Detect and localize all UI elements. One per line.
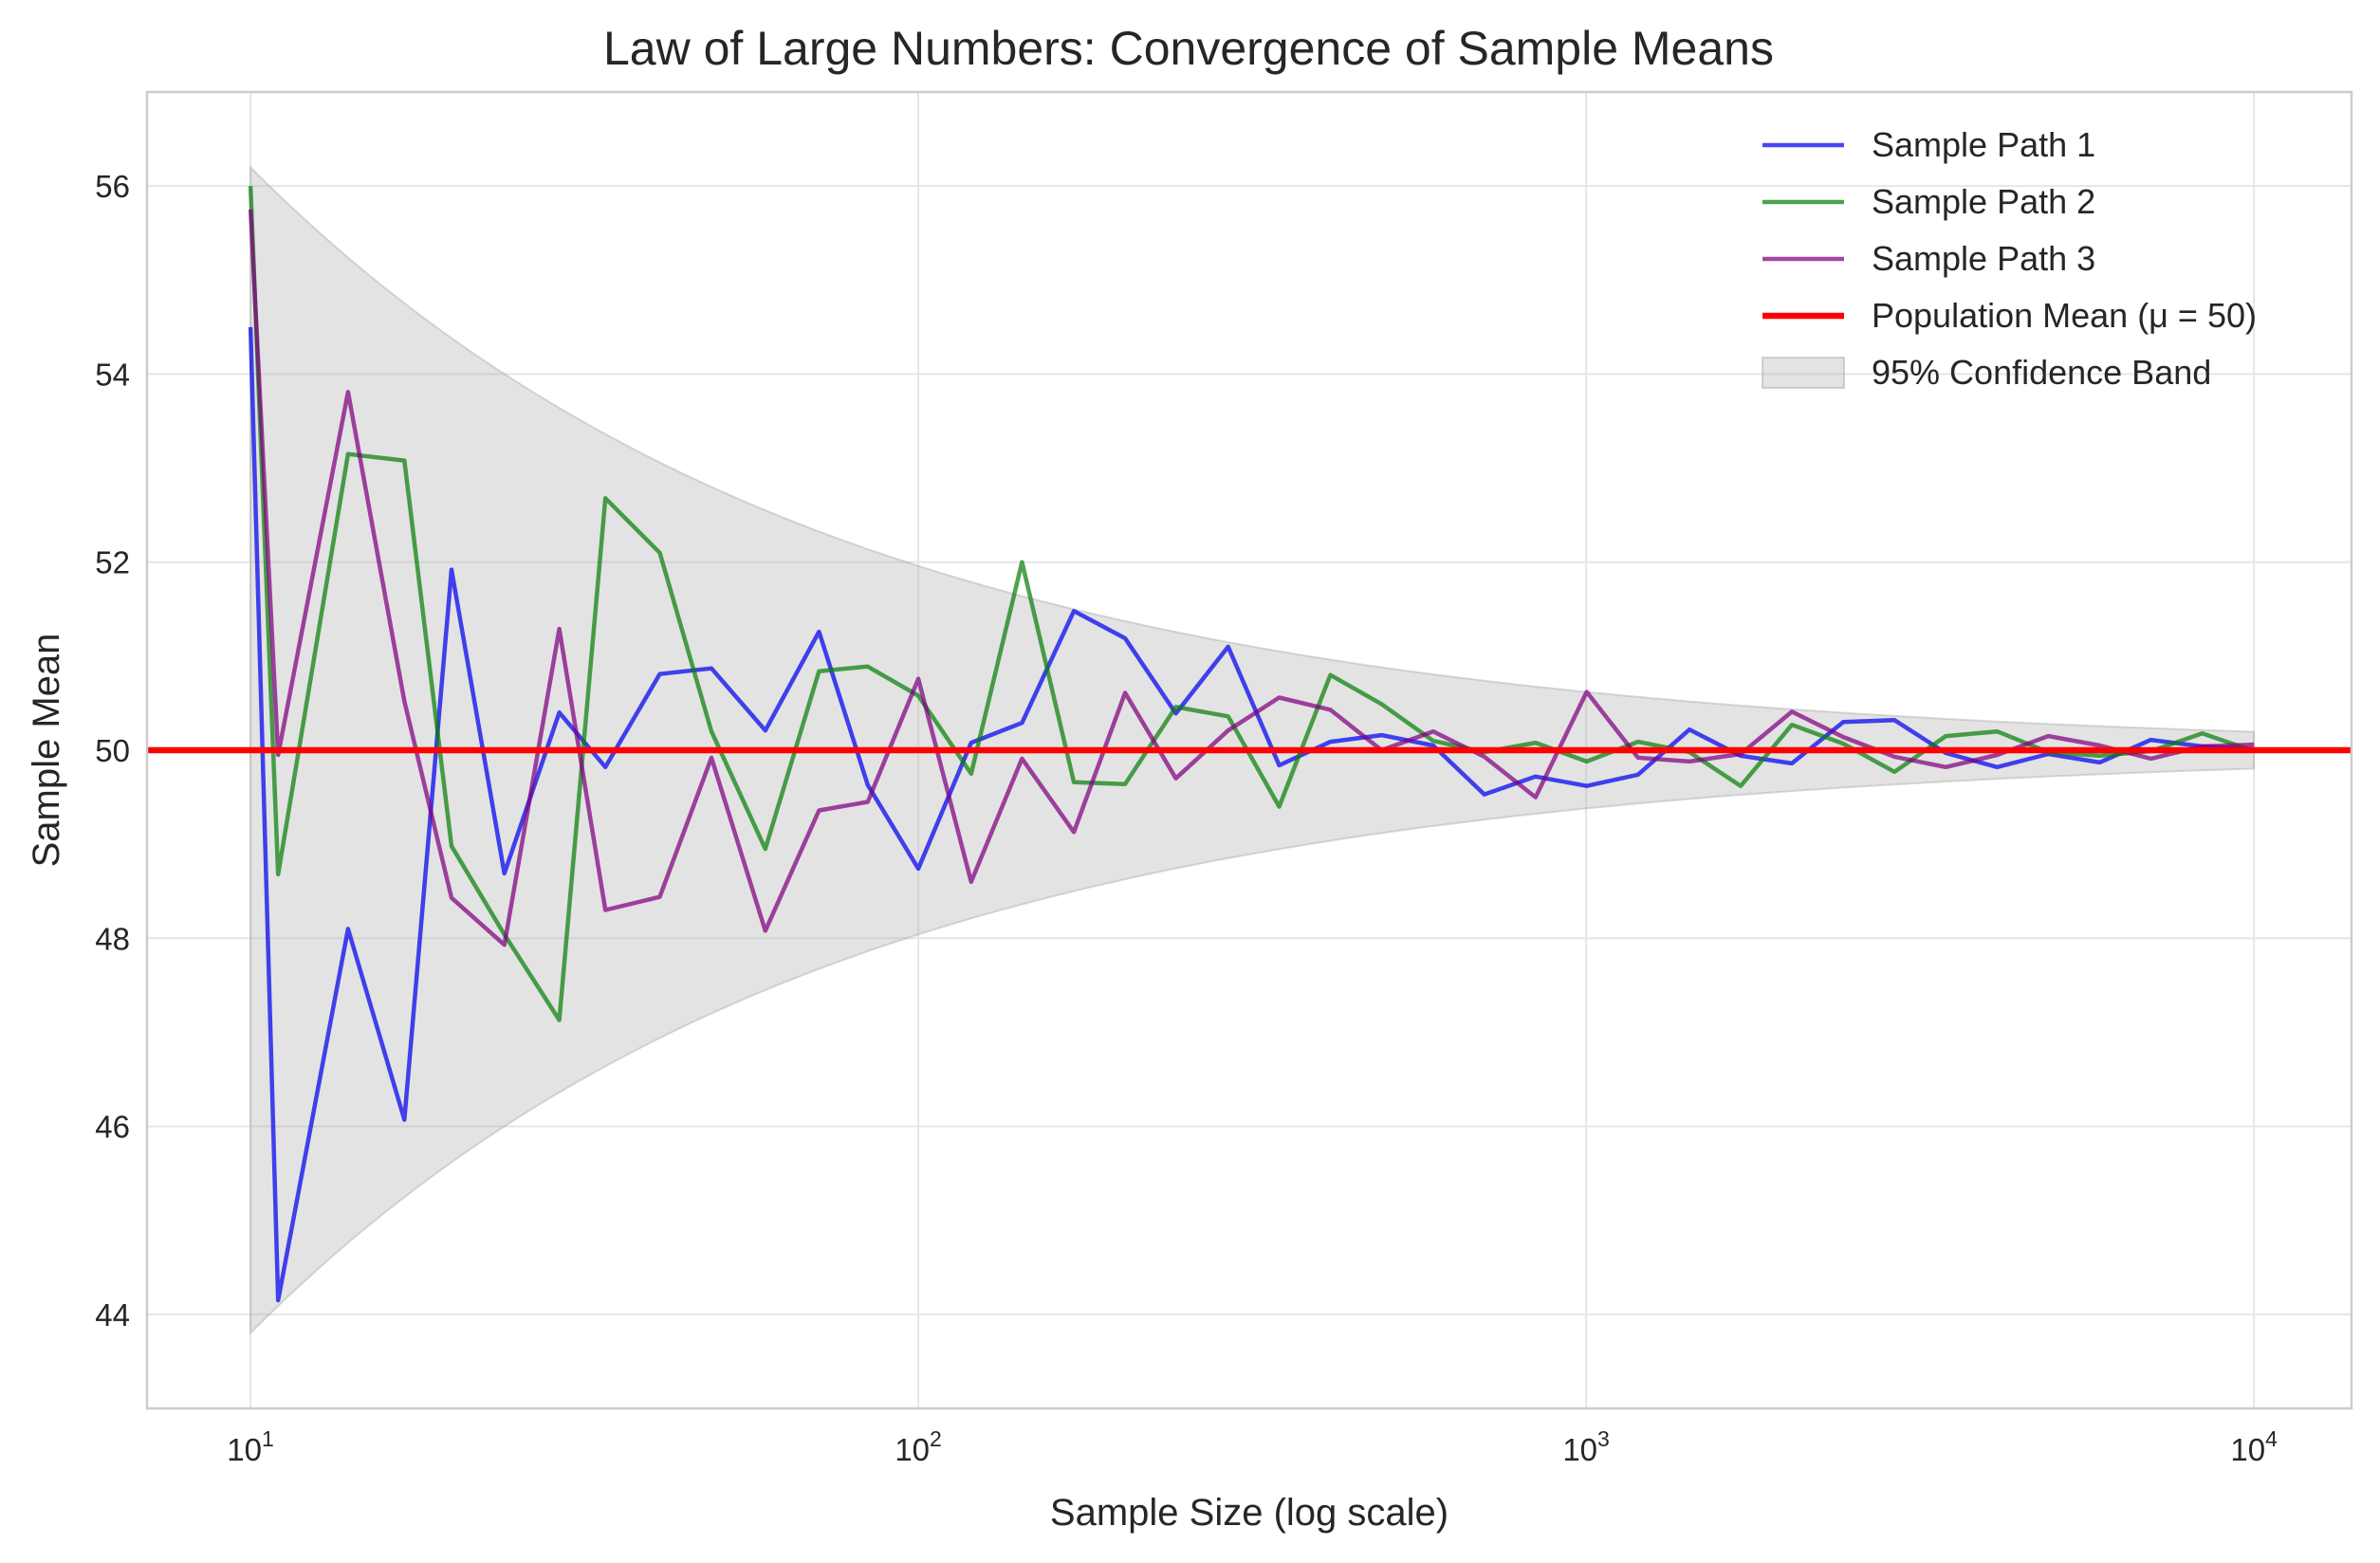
x-tick-label: 102 — [895, 1426, 942, 1467]
x-tick-exponent: 1 — [262, 1426, 274, 1451]
legend-label: Population Mean (μ = 50) — [1872, 296, 2257, 335]
y-tick-label: 48 — [95, 921, 130, 956]
legend-label: Sample Path 2 — [1872, 182, 2095, 221]
x-tick-base: 10 — [2230, 1432, 2265, 1467]
x-tick-base: 10 — [227, 1432, 262, 1467]
x-tick-label: 104 — [2230, 1426, 2278, 1467]
y-tick-label: 46 — [95, 1110, 130, 1145]
x-tick-label: 101 — [227, 1426, 274, 1467]
legend-item-sample-path-1: Sample Path 1 — [1762, 125, 2095, 164]
legend-label: Sample Path 3 — [1872, 239, 2095, 278]
y-axis-ticks: 44 46 48 50 52 54 56 — [95, 169, 130, 1333]
legend-item-confidence-band: 95% Confidence Band — [1762, 353, 2211, 392]
series-layer — [248, 186, 2255, 1303]
x-tick-exponent: 3 — [1597, 1426, 1610, 1451]
y-tick-label: 50 — [95, 733, 130, 768]
legend-item-sample-path-3: Sample Path 3 — [1762, 239, 2095, 278]
x-tick-exponent: 4 — [2265, 1426, 2278, 1451]
x-tick-base: 10 — [1562, 1432, 1597, 1467]
y-tick-label: 56 — [95, 169, 130, 204]
chart-title: Law of Large Numbers: Convergence of Sam… — [603, 22, 1774, 75]
series-line-sample-path-3 — [248, 209, 2255, 947]
x-tick-exponent: 2 — [930, 1426, 942, 1451]
legend-item-population-mean: Population Mean (μ = 50) — [1762, 296, 2257, 335]
y-tick-label: 54 — [95, 357, 130, 392]
x-axis-ticks: 101 102 103 104 — [227, 1426, 2278, 1467]
y-axis-title: Sample Mean — [26, 634, 67, 868]
x-axis-title: Sample Size (log scale) — [1050, 1492, 1448, 1534]
plot-frame — [145, 90, 2353, 1410]
legend-item-sample-path-2: Sample Path 2 — [1762, 182, 2095, 221]
legend: Sample Path 1 Sample Path 2 Sample Path 3 P… — [1762, 125, 2257, 392]
y-tick-label: 44 — [95, 1297, 130, 1333]
legend-label: 95% Confidence Band — [1872, 353, 2211, 392]
x-tick-label: 103 — [1562, 1426, 1610, 1467]
x-tick-base: 10 — [895, 1432, 930, 1467]
y-tick-label: 52 — [95, 545, 130, 580]
legend-swatch — [1762, 357, 1845, 389]
legend-label: Sample Path 1 — [1872, 125, 2095, 164]
